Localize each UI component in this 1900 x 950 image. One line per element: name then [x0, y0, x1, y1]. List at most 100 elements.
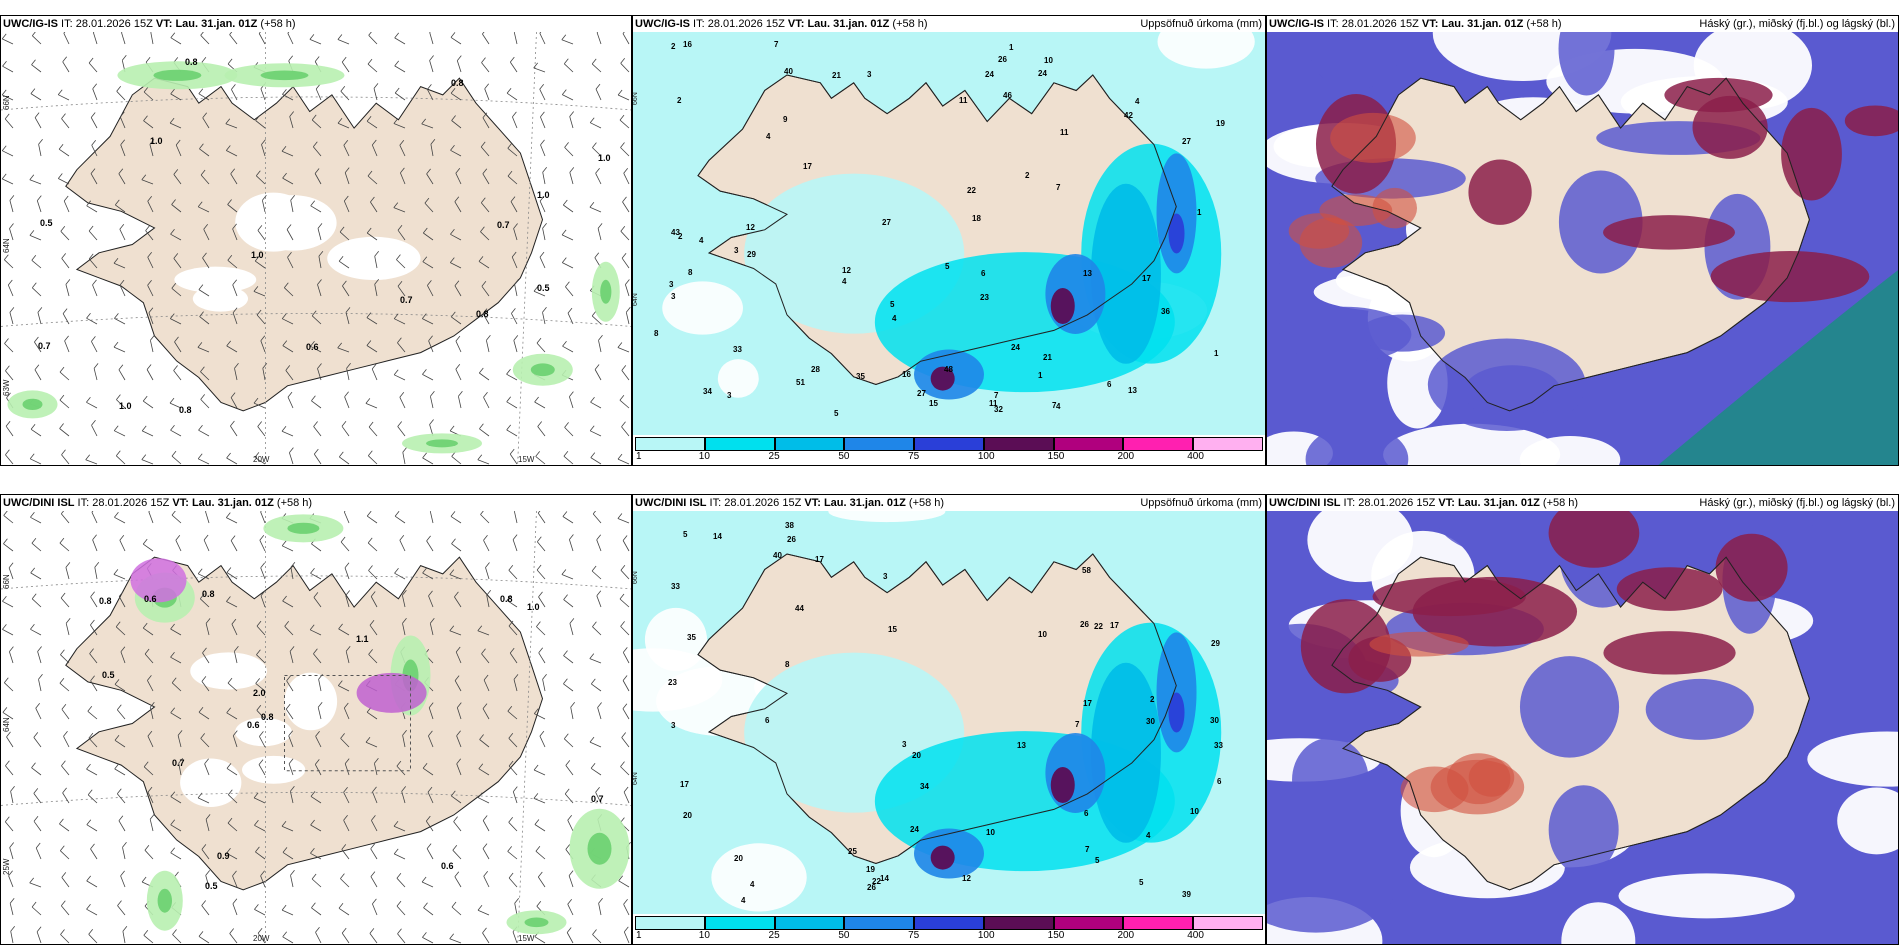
- precip-value-label: 5: [1139, 878, 1144, 887]
- precip-value-label: 32: [994, 405, 1003, 414]
- product-title: Háský (gr.), miðský (fj.bl.) og lágský (…: [1699, 18, 1895, 30]
- glacier: [235, 192, 312, 252]
- mid-cloud-patch: [1468, 159, 1532, 225]
- precip-value-label: 7: [1056, 183, 1061, 192]
- panel-header: UWC/DINI ISL IT: 28.01.2026 15Z VT: Lau.…: [635, 497, 944, 510]
- precip-value-label: 26: [787, 535, 796, 544]
- it-label: IT:: [74, 497, 93, 509]
- it-label: IT:: [1324, 18, 1342, 30]
- precip-value-label: 7: [1052, 401, 1057, 410]
- lead-time: (+58 h): [257, 18, 296, 30]
- latitude-label: 66N: [2, 574, 11, 589]
- precip-value-label: 1: [1197, 208, 1202, 217]
- precip-value-label: 4: [1056, 402, 1061, 411]
- snow-value-label: 1.0: [119, 401, 132, 411]
- precip-value-label: 2: [671, 42, 676, 51]
- precip-value-label: 4: [750, 880, 755, 889]
- it-label: IT:: [706, 497, 725, 509]
- precip-value-label: 51: [796, 378, 805, 387]
- precip-value-label: 35: [687, 633, 696, 642]
- snow-value-labels: 0.5 0.7 0.9 0.8 1.0 0.6 0.6 0.5 0.6 1.1 2.0 0.8 0.8 0…: [99, 589, 604, 891]
- precip-100-area: [1050, 767, 1075, 804]
- snowfall-areas: [7, 61, 620, 454]
- snow-value-label: 1.1: [356, 634, 369, 644]
- snow-value-label: 1.0: [150, 136, 163, 146]
- snow-value-label: 0.5: [537, 283, 550, 293]
- precip-value-label: 17: [815, 555, 824, 564]
- snow-value-label: 0.8: [185, 57, 198, 67]
- precip-value-label: 4: [699, 236, 704, 245]
- snow-value-label: 0.8: [179, 405, 192, 415]
- precip-value-label: 3: [867, 70, 872, 79]
- precip-value-label: 13: [1017, 741, 1026, 750]
- colorbar-tick-label: 150: [1047, 451, 1065, 462]
- colorbar-segment: [1193, 437, 1263, 451]
- precip-value-label: 27: [882, 218, 891, 227]
- precip-value-label: 6: [765, 716, 770, 725]
- clear-sky-area: [1837, 787, 1898, 855]
- snowfall-areas: [130, 514, 630, 935]
- precip-value-label: 8: [688, 268, 693, 277]
- mid-cloud-patch: [1664, 77, 1773, 113]
- colorbar-tick-label: 200: [1117, 451, 1135, 462]
- colorbar-tick-label: 75: [908, 930, 920, 941]
- precip-value-label: 58: [1082, 566, 1091, 575]
- colorbar-segment: [983, 916, 1054, 930]
- snow-area-moderate: [530, 363, 555, 377]
- snow-value-label: 0.7: [497, 220, 510, 230]
- snow-value-label: 0.8: [500, 594, 513, 604]
- precip-75-area: [1168, 213, 1185, 254]
- snow-area-moderate: [260, 70, 309, 81]
- low-cloud-patch: [1558, 32, 1615, 96]
- lead-time: (+58 h): [905, 497, 945, 509]
- precip-value-label: 4: [892, 314, 897, 323]
- precip-value-label: 20: [683, 811, 692, 820]
- precip-25-area: [1090, 662, 1161, 843]
- mid-cloud-patch: [1844, 105, 1898, 137]
- map-panel-bottom-middle: UWC/DINI ISL IT: 28.01.2026 15Z VT: Lau.…: [632, 494, 1266, 945]
- precip-value-label: 20: [734, 854, 743, 863]
- valid-time: Lau. 31.jan. 01Z: [823, 497, 906, 509]
- colorbar-segment: [914, 437, 984, 451]
- precip-value-label: 2: [1025, 171, 1030, 180]
- precip-value-label: 14: [880, 874, 889, 883]
- precip-value-label: 42: [1124, 111, 1133, 120]
- coastline: [697, 74, 1177, 386]
- clear-sky-area: [1383, 423, 1561, 465]
- colorbar-segment: [1053, 437, 1124, 451]
- precip-value-label: 5: [1095, 856, 1100, 865]
- precip-value-label: 19: [866, 865, 875, 874]
- precip-intense-area: [130, 558, 187, 603]
- snow-value-label: 0.8: [451, 78, 464, 88]
- precip-value-label: 12: [746, 223, 755, 232]
- low-cloud-patch: [1267, 843, 1396, 933]
- precip-100-area: [1050, 288, 1075, 325]
- precip-value-label: 22: [1094, 622, 1103, 631]
- precip-value-label: 43: [671, 228, 680, 237]
- precip-value-label: 1: [1009, 43, 1014, 52]
- panel-header: UWC/DINI ISL IT: 28.01.2026 15Z VT: Lau.…: [1269, 497, 1578, 510]
- model-name: UWC/IG-IS: [1269, 18, 1324, 30]
- colorbar-tick-label: 50: [838, 451, 850, 462]
- mid-cloud-patch: [1781, 107, 1842, 201]
- panel-header: UWC/IG-IS IT: 28.01.2026 15Z VT: Lau. 31…: [3, 18, 296, 31]
- precip-value-label: 33: [671, 582, 680, 591]
- precip-map: 3354610135463241214171526192210201734303…: [633, 511, 1265, 914]
- precip-value-label: 3: [669, 280, 674, 289]
- lead-time: (+58 h): [1539, 497, 1579, 509]
- precip-value-label: 11: [989, 399, 998, 408]
- snow-area-moderate: [426, 439, 458, 448]
- mid-cloud-patch: [1412, 576, 1578, 647]
- precip-value-label: 26: [998, 55, 1007, 64]
- low-cloud-patch: [1359, 314, 1446, 352]
- precip-value-label: 17: [803, 162, 812, 171]
- colorbar-segment: [774, 437, 845, 451]
- valid-time: Lau. 31.jan. 01Z: [807, 18, 890, 30]
- latitude-label: 64N: [633, 293, 639, 306]
- snow-value-label: 0.8: [99, 596, 112, 606]
- high-cloud-patch: [1369, 631, 1469, 657]
- precip-value-label: 25: [848, 847, 857, 856]
- colorbar-segment: [983, 437, 1054, 451]
- precip-value-label: 22: [872, 877, 881, 886]
